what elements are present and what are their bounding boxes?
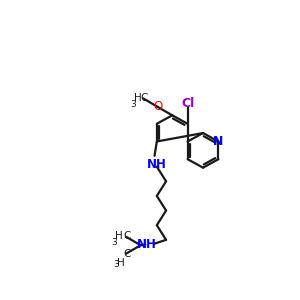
Text: O: O — [154, 100, 163, 112]
Text: C: C — [141, 93, 148, 103]
Text: C: C — [123, 231, 130, 241]
Text: 3: 3 — [130, 100, 136, 109]
Text: C: C — [123, 249, 130, 260]
Text: NH: NH — [137, 238, 157, 251]
Text: H: H — [134, 93, 142, 103]
Text: 3: 3 — [112, 238, 118, 247]
Text: Cl: Cl — [181, 97, 194, 110]
Text: NH: NH — [147, 158, 167, 171]
Text: N: N — [213, 135, 224, 148]
Text: H: H — [115, 231, 123, 241]
Text: 3: 3 — [113, 260, 119, 269]
Text: H: H — [117, 258, 124, 268]
